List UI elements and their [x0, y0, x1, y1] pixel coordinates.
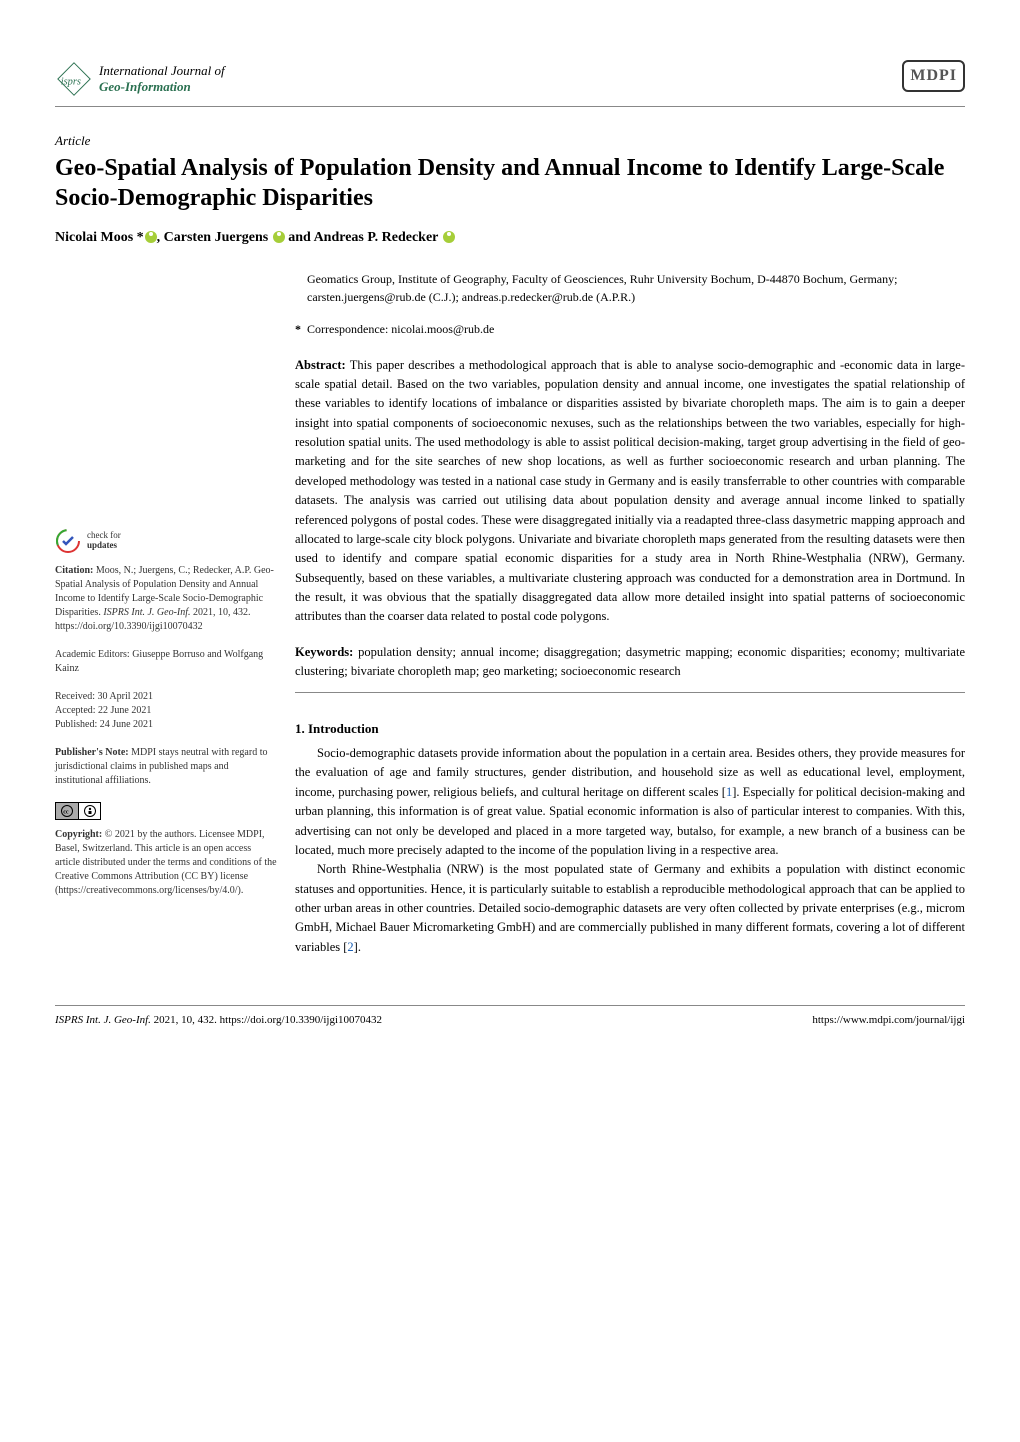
dates-block: Received: 30 April 2021 Accepted: 22 Jun… — [55, 690, 277, 732]
paragraph-2: North Rhine-Westphalia (NRW) is the most… — [295, 860, 965, 957]
citation-journal: ISPRS Int. J. Geo-Inf. — [103, 607, 190, 618]
correspondence-star: * — [295, 322, 301, 336]
header-rule — [55, 106, 965, 107]
by-icon — [78, 803, 100, 819]
mdpi-logo: MDPI — [902, 60, 965, 92]
main-columns: check for updates Citation: Moos, N.; Ju… — [55, 270, 965, 958]
keywords-label: Keywords: — [295, 645, 353, 659]
paragraph-1: Socio-demographic datasets provide infor… — [295, 744, 965, 860]
sidebar: check for updates Citation: Moos, N.; Ju… — [55, 270, 277, 912]
affiliation: Geomatics Group, Institute of Geography,… — [295, 270, 965, 306]
abstract-label: Abstract: — [295, 358, 346, 372]
svg-text:cc: cc — [63, 809, 69, 815]
publishers-note: Publisher's Note: MDPI stays neutral wit… — [55, 746, 277, 788]
orcid-icon — [273, 231, 285, 243]
date-received: Received: 30 April 2021 — [55, 690, 277, 704]
keywords: Keywords: population density; annual inc… — [295, 643, 965, 682]
copyright-label: Copyright: — [55, 829, 102, 840]
journal-line1: International Journal of — [99, 63, 225, 79]
journal-name: International Journal of Geo-Information — [99, 63, 225, 94]
author-2: , Carsten Juergens — [157, 230, 272, 245]
keywords-rule — [295, 692, 965, 693]
footer-journal: ISPRS Int. J. Geo-Inf. — [55, 1014, 154, 1026]
footer-left: ISPRS Int. J. Geo-Inf. 2021, 10, 432. ht… — [55, 1012, 382, 1029]
section-1-heading: 1. Introduction — [295, 719, 965, 739]
isprs-logo-icon: isprs — [55, 60, 93, 98]
orcid-icon — [443, 231, 455, 243]
check-updates-text: check for updates — [87, 531, 121, 551]
cc-icon: cc — [56, 803, 78, 819]
footer-right: https://www.mdpi.com/journal/ijgi — [812, 1012, 965, 1029]
page-header: isprs International Journal of Geo-Infor… — [55, 60, 965, 98]
author-3: and Andreas P. Redecker — [285, 230, 442, 245]
article-title: Geo-Spatial Analysis of Population Densi… — [55, 153, 965, 213]
keywords-text: population density; annual income; disag… — [295, 645, 965, 678]
date-published: Published: 24 June 2021 — [55, 718, 277, 732]
abstract: Abstract: This paper describes a methodo… — [295, 356, 965, 627]
editors-block: Academic Editors: Giuseppe Borruso and W… — [55, 648, 277, 676]
article-type: Article — [55, 131, 965, 151]
abstract-text: This paper describes a methodological ap… — [295, 358, 965, 624]
journal-line2: Geo-Information — [99, 79, 225, 95]
cc-by-badge: cc — [55, 802, 101, 820]
check-updates-icon — [55, 528, 81, 554]
correspondence-text: Correspondence: nicolai.moos@rub.de — [307, 322, 494, 336]
date-accepted: Accepted: 22 June 2021 — [55, 704, 277, 718]
pubnote-label: Publisher's Note: — [55, 747, 129, 758]
footer-rest: 2021, 10, 432. https://doi.org/10.3390/i… — [154, 1014, 382, 1026]
check-updates[interactable]: check for updates — [55, 528, 277, 554]
main-content: Geomatics Group, Institute of Geography,… — [295, 270, 965, 958]
correspondence: * Correspondence: nicolai.moos@rub.de — [295, 320, 965, 338]
journal-logo-block: isprs International Journal of Geo-Infor… — [55, 60, 225, 98]
copyright-block: Copyright: © 2021 by the authors. Licens… — [55, 828, 277, 898]
page-footer: ISPRS Int. J. Geo-Inf. 2021, 10, 432. ht… — [55, 1005, 965, 1029]
section-1-body: Socio-demographic datasets provide infor… — [295, 744, 965, 957]
author-1: Nicolai Moos * — [55, 230, 144, 245]
authors-line: Nicolai Moos * , Carsten Juergens and And… — [55, 227, 965, 248]
citation-label: Citation: — [55, 565, 93, 576]
orcid-icon — [145, 231, 157, 243]
check-line2: updates — [87, 541, 121, 551]
svg-text:isprs: isprs — [61, 77, 81, 88]
citation-block: Citation: Moos, N.; Juergens, C.; Redeck… — [55, 564, 277, 634]
